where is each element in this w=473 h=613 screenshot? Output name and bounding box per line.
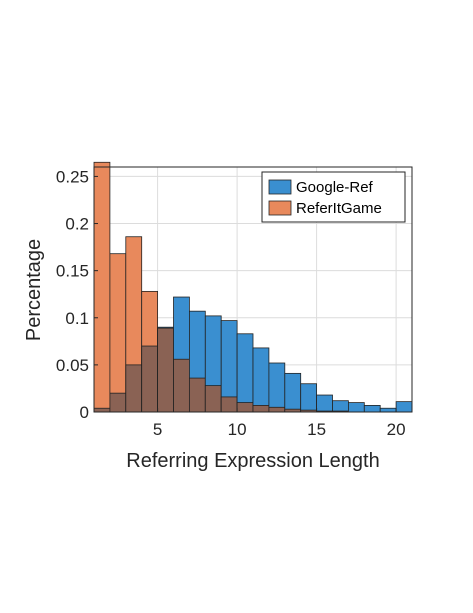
bar-overlap	[173, 358, 190, 413]
x-tick-label: 10	[228, 420, 247, 439]
bar-google-ref	[395, 401, 413, 413]
bar-overlap	[236, 402, 254, 413]
bar-overlap	[204, 385, 222, 413]
y-tick-label: 0.15	[56, 262, 89, 281]
bar-overlap	[125, 364, 143, 413]
bar-google-ref	[268, 362, 286, 413]
bar-referitgame	[93, 161, 111, 413]
legend: Google-Ref ReferItGame	[261, 171, 406, 223]
legend-label-google-ref: Google-Ref	[296, 179, 374, 196]
bar-overlap	[157, 327, 174, 413]
bar-overlap	[141, 345, 158, 413]
x-tick-label: 20	[387, 420, 406, 439]
bar-overlap	[93, 407, 111, 413]
bar-google-ref	[332, 400, 349, 413]
y-tick-label: 0.25	[56, 167, 89, 186]
x-axis-label: Referring Expression Length	[126, 450, 379, 472]
y-tick-label: 0.2	[65, 215, 89, 234]
bar-google-ref	[300, 383, 318, 413]
tick-labels: 5 10 15 20 0 0.05 0.1 0.15 0.2 0.25	[56, 167, 406, 439]
bar-google-ref	[236, 333, 254, 413]
y-tick-label: 0	[80, 403, 89, 422]
bar-google-ref	[284, 372, 302, 413]
bar-overlap	[109, 392, 127, 413]
bar-google-ref	[347, 402, 365, 413]
bar-referitgame	[109, 253, 127, 413]
bar-overlap	[220, 396, 238, 413]
axes	[93, 166, 413, 413]
legend-swatch-referitgame	[268, 200, 292, 216]
y-tick-label: 0.1	[65, 309, 89, 328]
legend-swatch-google-ref	[268, 179, 292, 195]
y-tick-label: 0.05	[56, 356, 89, 375]
bar-google-ref	[316, 394, 333, 413]
bar-overlap	[252, 405, 270, 413]
bars	[93, 161, 413, 413]
legend-label-referitgame: ReferItGame	[296, 200, 382, 217]
y-axis-label: Percentage	[23, 239, 45, 341]
bar-google-ref	[379, 407, 397, 413]
x-tick-label: 5	[153, 420, 162, 439]
bar-google-ref	[363, 405, 381, 413]
plot-frame	[93, 166, 413, 413]
bar-overlap	[188, 377, 206, 413]
bar-overlap	[268, 406, 286, 413]
bar-google-ref	[252, 347, 270, 413]
x-tick-label: 15	[307, 420, 326, 439]
